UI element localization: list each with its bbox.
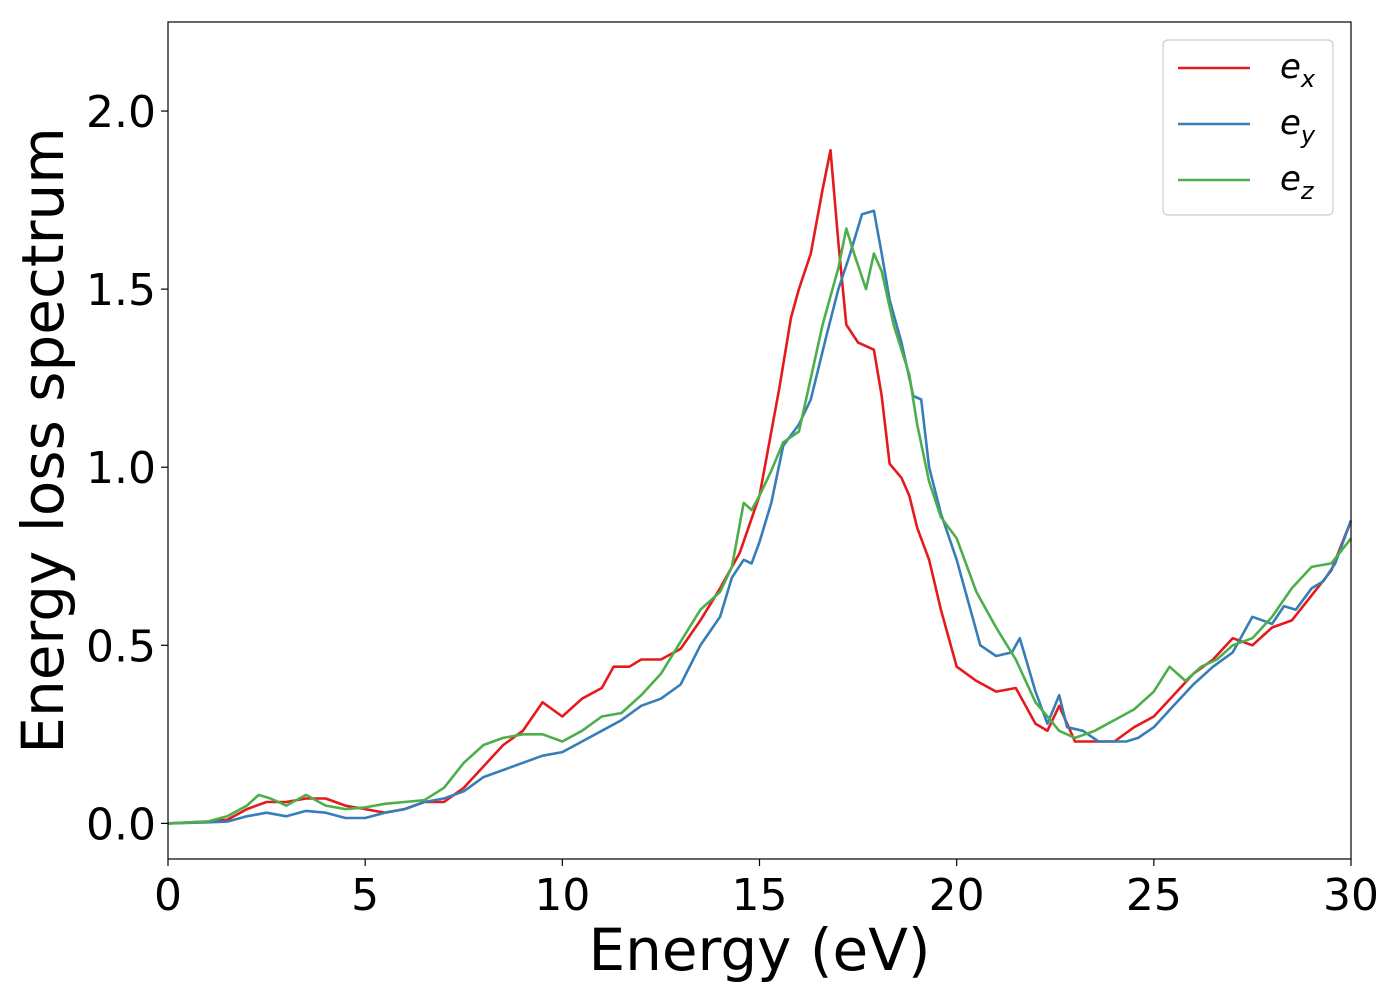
x-tick-label: 5 [351, 870, 379, 921]
legend-label-z: ez [1280, 159, 1315, 205]
y-tick-label: 2.0 [86, 87, 156, 138]
y-tick-label: 1.0 [86, 443, 156, 494]
legend-label-x: ex [1280, 47, 1316, 93]
series-layer [167, 148, 1353, 825]
legend-box [1162, 39, 1334, 216]
y-tick-label: 0.5 [86, 621, 156, 672]
x-tick-label: 0 [154, 870, 182, 921]
y-axis: 0.0 0.5 1.0 1.5 2.0 [86, 87, 168, 850]
series-line-z [167, 227, 1353, 825]
legend-label-base: e [1280, 103, 1301, 143]
x-axis-title: Energy (eV) [588, 916, 930, 984]
y-tick-label: 1.5 [86, 265, 156, 316]
legend-label-y: ey [1280, 103, 1316, 149]
x-axis: 0 5 10 15 20 25 30 [154, 859, 1379, 921]
legend-label-subscript: y [1300, 121, 1316, 149]
y-tick-label: 0.0 [86, 799, 156, 850]
legend-label-subscript: z [1300, 177, 1315, 205]
legend-label-base: e [1280, 47, 1301, 87]
x-tick-label: 15 [732, 870, 788, 921]
legend-label-subscript: x [1300, 65, 1316, 93]
y-axis-title: Energy loss spectrum [9, 127, 77, 753]
x-tick-label: 30 [1323, 870, 1379, 921]
x-tick-label: 20 [929, 870, 985, 921]
series-line-x [167, 148, 1353, 825]
legend-label-base: e [1280, 159, 1301, 199]
series-line-y [167, 209, 1353, 825]
x-tick-label: 10 [534, 870, 590, 921]
x-tick-label: 25 [1126, 870, 1182, 921]
